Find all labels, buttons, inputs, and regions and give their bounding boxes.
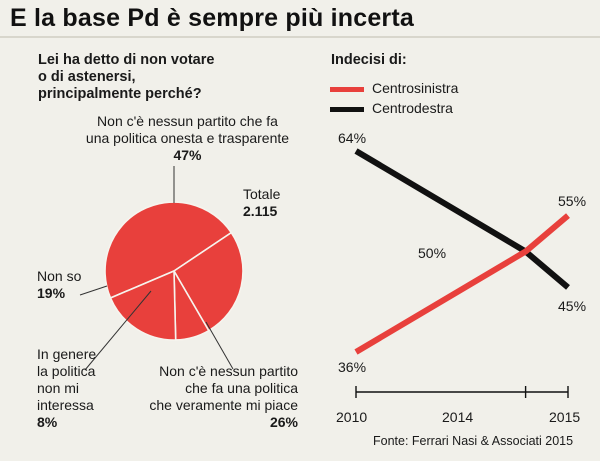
pie-label-interessa-line-3: non mi	[37, 380, 80, 396]
pie-label-honest-pct: 47%	[173, 147, 202, 163]
value-label-centrosinistra-2010: 36%	[338, 359, 367, 375]
leader-line-nonso	[79, 285, 108, 296]
value-label-centrosinistra-2015: 55%	[558, 193, 587, 209]
pie-label-piace-line-2: che fa una politica	[185, 380, 298, 396]
pie-label-interessa-line-2: la politica	[37, 363, 96, 379]
source-note: Fonte: Ferrari Nasi & Associati 2015	[373, 434, 574, 448]
pie-total-value: 2.115	[243, 203, 278, 219]
pie-label-honest: Non c'è nessun partito che fa una politi…	[75, 113, 300, 164]
pie-label-honest-line-2: una politica onesta e trasparente	[85, 130, 290, 146]
value-label-2014: 50%	[418, 245, 447, 261]
pie-total: Totale 2.115	[243, 186, 280, 220]
series-line-centrosinistra	[354, 213, 570, 355]
legend-item-centrodestra: Centrodestra	[330, 100, 453, 116]
chart-title: E la base Pd è sempre più incerta	[10, 4, 414, 32]
series-line-centrodestra	[354, 148, 570, 290]
pie-slice-honest	[104, 201, 233, 300]
pie-label-piace-line-3: che veramente mi piace	[149, 397, 298, 413]
x-tick-2014: 2014	[442, 409, 474, 425]
pie-label-nonso-line-1: Non so	[37, 268, 82, 284]
pie-question-line-2: o di astenersi,	[38, 69, 136, 85]
pie-label-nonso: Non so 19%	[37, 268, 81, 302]
leader-line-piace	[205, 321, 234, 370]
pie-slice-piace	[172, 231, 244, 332]
pie-question-line-3: principalmente perché?	[38, 86, 202, 102]
x-tick-2010: 2010	[336, 409, 368, 425]
value-label-centrodestra-2010: 64%	[338, 130, 367, 146]
pie-label-nonso-pct: 19%	[37, 285, 66, 301]
title-divider	[0, 36, 600, 38]
pie-label-interessa-pct: 8%	[37, 414, 58, 430]
pie-label-piace-line-1: Non c'è nessun partito	[159, 363, 298, 379]
legend-label-centrodestra: Centrodestra	[372, 100, 453, 116]
pie-label-interessa-line-1: In genere	[37, 346, 97, 362]
pie-slice-nonso	[109, 269, 177, 341]
pie-label-honest-line-1: Non c'è nessun partito che fa	[97, 113, 278, 129]
value-label-centrodestra-2015: 45%	[558, 298, 587, 314]
legend-item-centrosinistra: Centrosinistra	[330, 80, 458, 96]
pie-label-interessa: In genere la politica non mi interessa 8…	[37, 346, 96, 431]
x-tick-2015: 2015	[549, 409, 581, 425]
pie-label-piace-pct: 26%	[269, 414, 298, 430]
pie-total-label: Totale	[243, 186, 281, 202]
legend-swatch-centrosinistra	[330, 86, 364, 92]
pie-label-interessa-line-4: interessa	[37, 397, 94, 413]
legend-swatch-centrodestra	[330, 106, 364, 112]
leader-line-interessa	[84, 290, 152, 371]
legend-label-centrosinistra: Centrosinistra	[372, 80, 459, 96]
pie-question: Lei ha detto di non votare o di asteners…	[38, 52, 298, 103]
pie-question-line-1: Lei ha detto di non votare	[38, 52, 215, 68]
pie-label-piace: Non c'è nessun partito che fa una politi…	[138, 363, 298, 431]
line-legend-title: Indecisi di:	[331, 52, 407, 68]
